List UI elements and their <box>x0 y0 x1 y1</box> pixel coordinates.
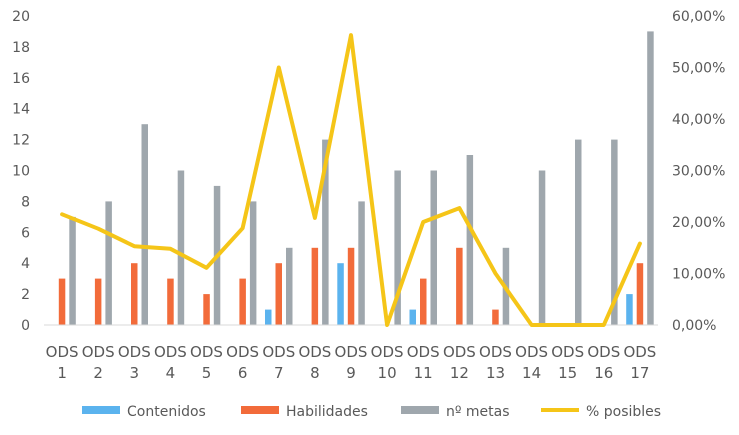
line-series <box>60 33 642 327</box>
bar-contenidos <box>337 263 344 325</box>
x-tick-label: ODS 17 <box>623 343 656 382</box>
y-left-tick-label: 14 <box>12 102 30 118</box>
x-tick-label: ODS 8 <box>298 343 331 382</box>
x-tick-label: ODS 7 <box>262 343 295 382</box>
legend-label: nº metas <box>446 404 510 420</box>
bar-habilidades <box>311 247 319 326</box>
bar-n-metas <box>611 139 618 325</box>
bar-habilidades <box>492 309 499 325</box>
y-right-tick-label: 40,00% <box>672 112 725 128</box>
y-left-tick-label: 18 <box>12 40 30 56</box>
legend-label: Contenidos <box>127 404 206 420</box>
x-tick-label: ODS 13 <box>479 343 512 382</box>
y-right-tick-label: 50,00% <box>672 61 725 77</box>
x-tick-label: ODS 1 <box>46 343 79 382</box>
legend: Contenidos Habilidades nº metas % posibles <box>82 404 661 420</box>
legend-label: % posibles <box>586 404 661 420</box>
legend-swatch <box>82 406 120 414</box>
bar-habilidades <box>131 263 138 325</box>
x-tick-label: ODS 10 <box>371 343 404 382</box>
bar-habilidades <box>203 294 210 325</box>
bar-n-metas <box>322 139 329 325</box>
bar-habilidades <box>347 247 355 326</box>
bar-habilidades <box>456 247 463 326</box>
bar-habilidades <box>275 263 282 325</box>
bar-n-metas <box>647 31 654 326</box>
y-left-tick-label: 8 <box>21 194 30 210</box>
bar-habilidades <box>94 278 102 325</box>
y-left-tick-label: 4 <box>21 256 30 272</box>
y-left-tick-label: 0 <box>21 318 30 334</box>
x-tick-label: ODS 2 <box>82 343 115 382</box>
y-left-tick-label: 10 <box>12 164 30 180</box>
x-tick-label: ODS 6 <box>226 343 259 382</box>
y-left-tick-label: 16 <box>12 71 30 87</box>
bar-habilidades <box>167 278 174 325</box>
bar-n-metas <box>177 170 185 325</box>
bar-n-metas <box>286 247 293 326</box>
bar-contenidos <box>409 309 416 325</box>
x-tick-label: ODS 12 <box>443 343 476 382</box>
y-left-tick-label: 12 <box>12 133 30 149</box>
x-tick-label: ODS 14 <box>515 343 548 382</box>
bar-contenidos <box>265 309 272 325</box>
y-left-tick-label: 20 <box>12 9 30 25</box>
bar-n-metas <box>358 201 365 325</box>
line-percent-possible <box>60 33 642 327</box>
legend-swatch <box>401 406 439 414</box>
bar-habilidades <box>58 278 66 325</box>
y-left-tick-label: 6 <box>21 225 30 241</box>
bar-n-metas <box>105 201 112 325</box>
y-axis-right: 0,00% 10,00% 20,00% 30,00% 40,00% 50,00% 60,00… <box>672 9 725 334</box>
x-tick-label: ODS 9 <box>335 343 368 382</box>
bar-n-metas <box>249 201 257 325</box>
legend-swatch <box>241 406 279 414</box>
y-left-tick-label: 2 <box>21 287 30 303</box>
bar-habilidades <box>420 278 427 325</box>
x-tick-label: ODS 3 <box>118 343 151 382</box>
bar-n-metas <box>466 155 474 325</box>
y-axis-left: 0 2 4 6 8 10 12 14 16 18 20 <box>12 9 30 334</box>
bar-habilidades <box>239 278 246 325</box>
y-right-tick-label: 0,00% <box>672 318 716 334</box>
bar-n-metas <box>69 216 76 325</box>
x-tick-label: ODS 16 <box>587 343 620 382</box>
y-right-tick-label: 10,00% <box>672 267 725 283</box>
bar-n-metas <box>430 170 437 325</box>
bar-n-metas <box>538 170 546 325</box>
y-right-tick-label: 20,00% <box>672 215 725 231</box>
bar-n-metas <box>575 139 582 325</box>
bar-habilidades <box>636 263 644 325</box>
x-tick-label: ODS 11 <box>407 343 440 382</box>
y-right-tick-label: 60,00% <box>672 9 725 25</box>
x-tick-label: ODS 5 <box>190 343 223 382</box>
y-right-tick-label: 30,00% <box>672 164 725 180</box>
x-tick-label: ODS 15 <box>551 343 584 382</box>
bar-n-metas <box>394 170 401 325</box>
bar-n-metas <box>141 124 148 325</box>
bar-contenidos <box>626 294 633 325</box>
x-tick-label: ODS 4 <box>154 343 187 382</box>
legend-label: Habilidades <box>286 404 368 420</box>
